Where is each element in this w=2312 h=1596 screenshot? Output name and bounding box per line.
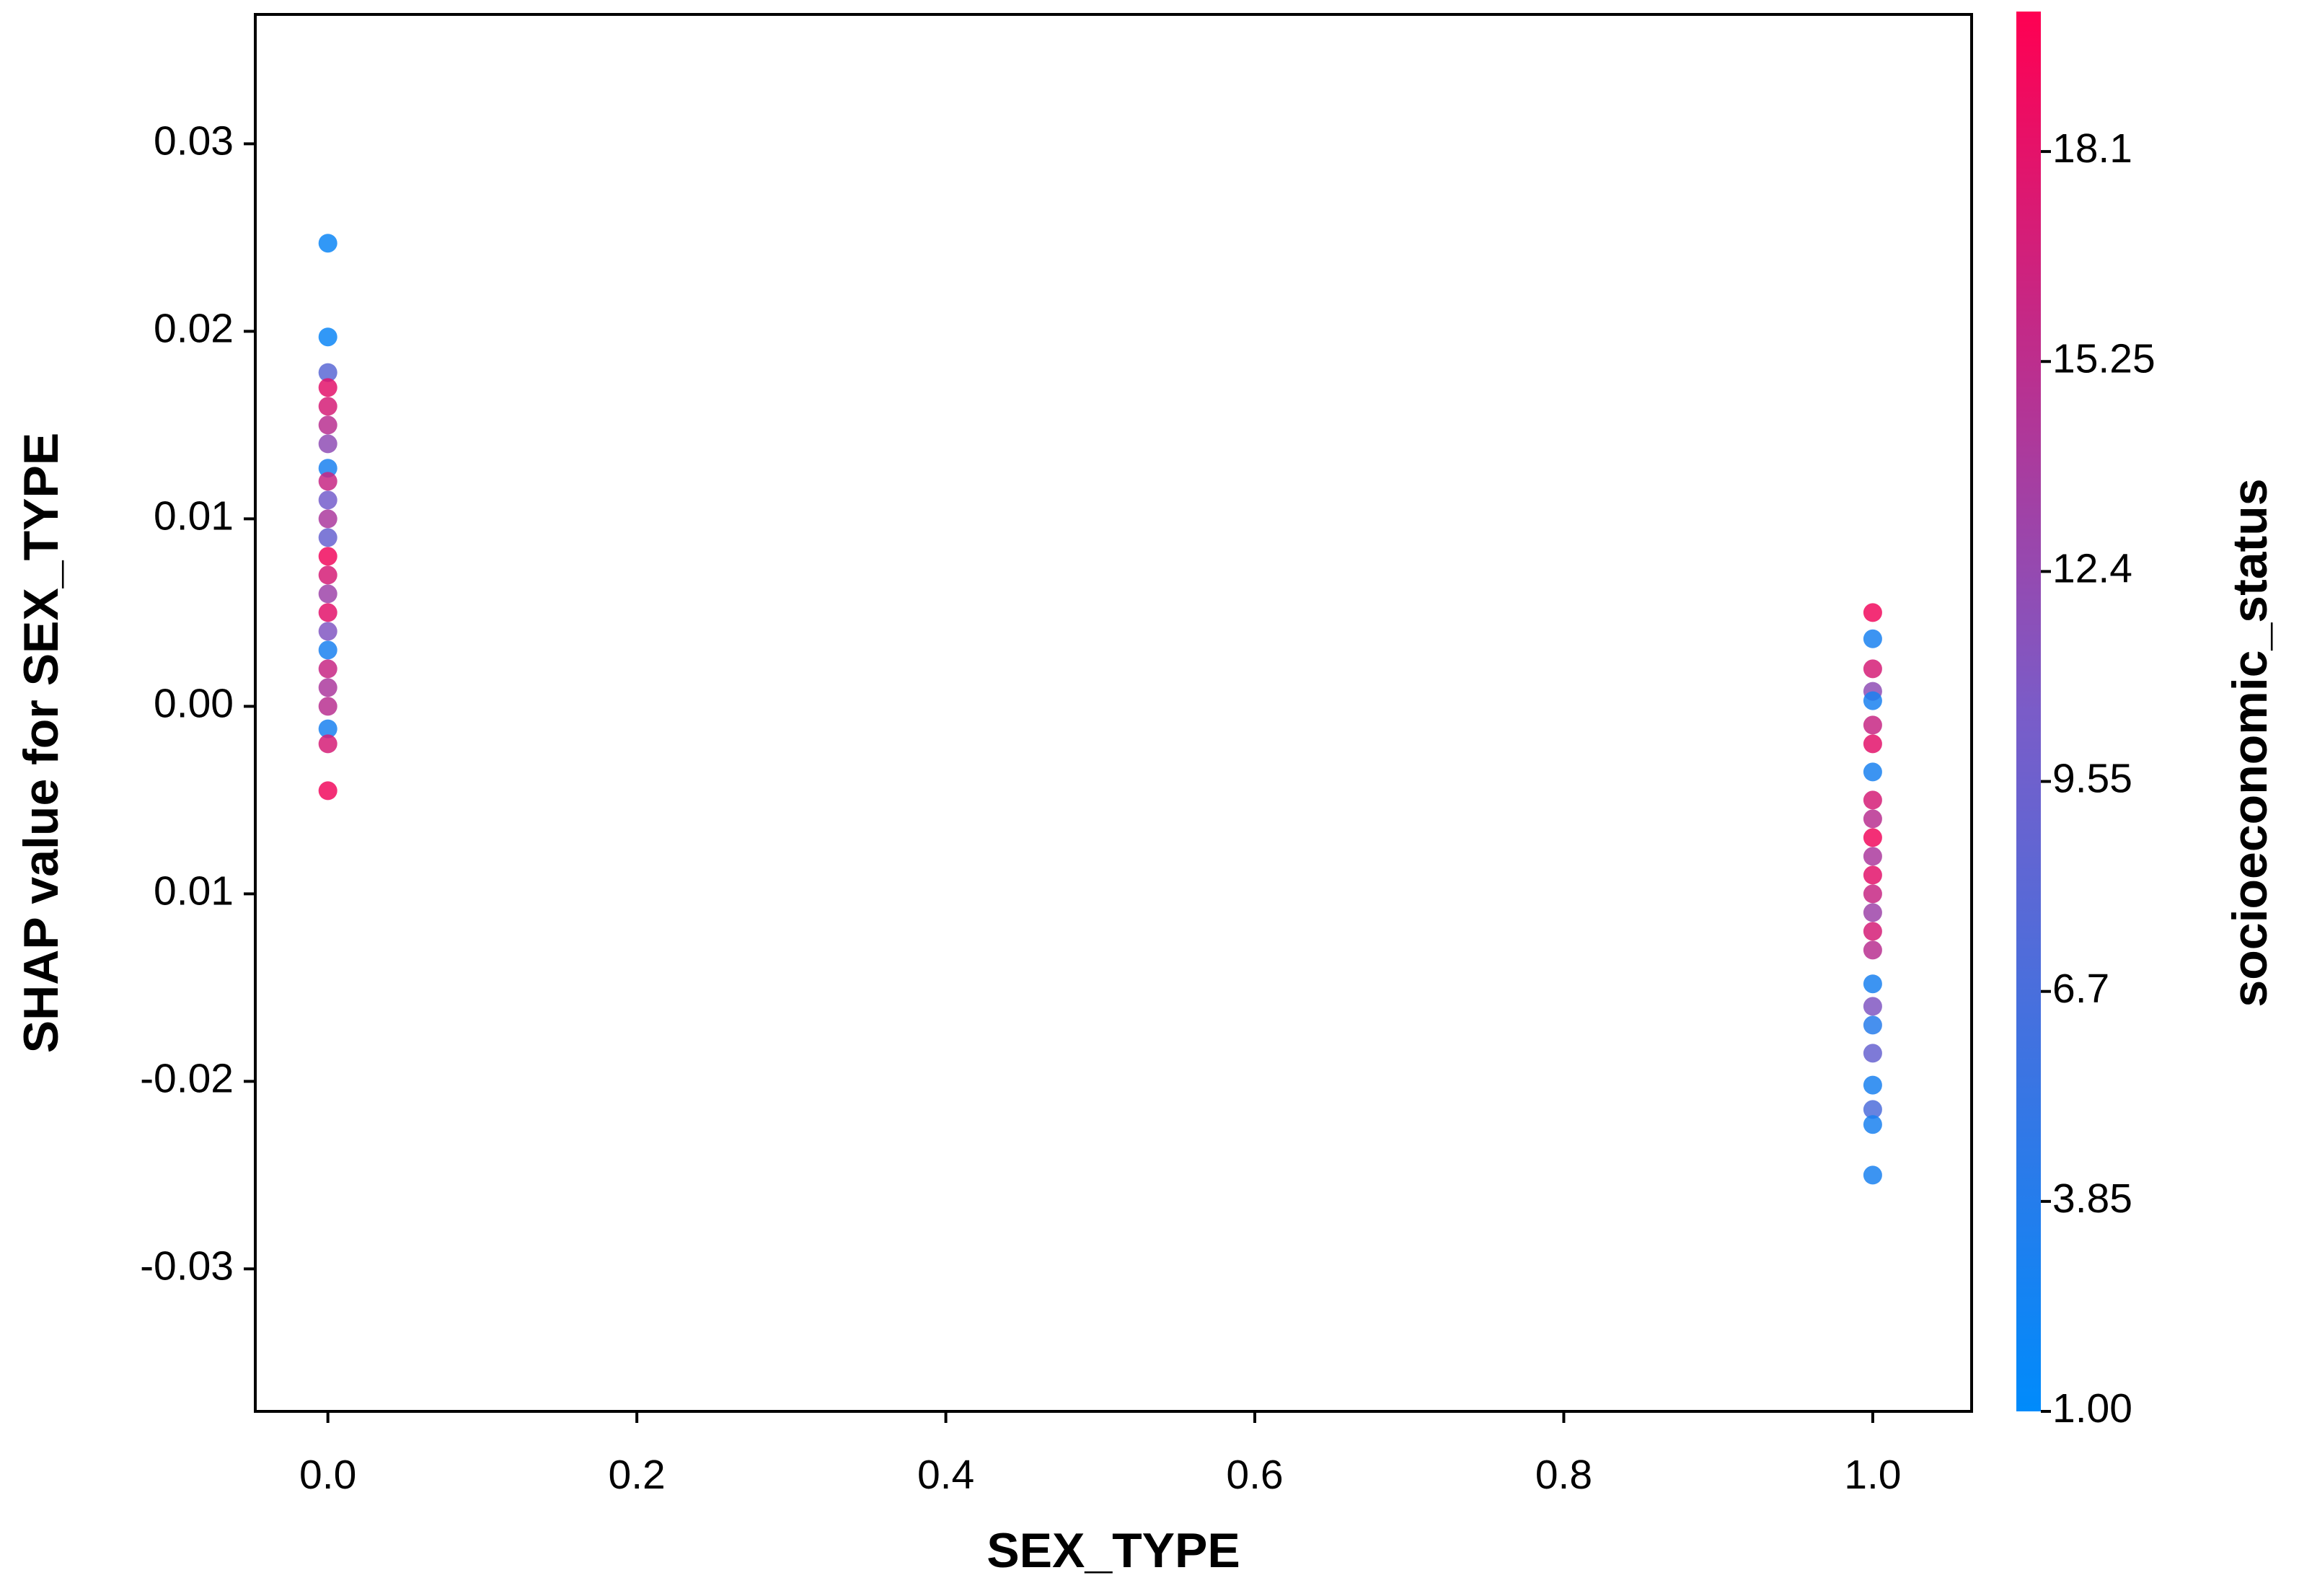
point [1863, 997, 1882, 1016]
point [318, 697, 337, 716]
point [1863, 1165, 1882, 1185]
colorbar-tick-label: 12.4 [2052, 545, 2132, 591]
y-tick-label: 0.01 [154, 493, 234, 539]
point [318, 640, 337, 660]
point [318, 719, 337, 739]
point [318, 415, 337, 435]
point [318, 378, 337, 397]
point [318, 327, 337, 347]
x-tick-label: 0.8 [1535, 1452, 1592, 1498]
x-tick-label: 1.0 [1844, 1452, 1901, 1498]
colorbar-tick-label: 18.1 [2052, 125, 2132, 172]
point [1863, 603, 1882, 622]
x-tick-label: 0.0 [299, 1452, 356, 1498]
y-tick-label: -0.02 [140, 1055, 234, 1101]
colorbar-tick-label: 1.00 [2052, 1385, 2132, 1432]
point [318, 659, 337, 679]
colorbar-tick-label: 9.55 [2052, 756, 2132, 802]
point [318, 603, 337, 622]
point [1863, 847, 1882, 866]
colorbar-tick-label: 15.25 [2052, 335, 2156, 382]
point [318, 622, 337, 641]
point [318, 434, 337, 454]
x-tick-label: 0.2 [609, 1452, 666, 1498]
point [1863, 974, 1882, 994]
y-tick-label: 0.01 [154, 868, 234, 914]
point [1863, 1015, 1882, 1035]
y-axis-title: SHAP value for SEX_TYPE [14, 433, 69, 1053]
point [318, 490, 337, 510]
point [1863, 762, 1882, 782]
colorbar-tick-label: 6.7 [2052, 966, 2109, 1012]
point [1863, 659, 1882, 679]
point [1863, 691, 1882, 710]
point [318, 528, 337, 547]
point [1863, 865, 1882, 885]
point [318, 565, 337, 585]
y-tick-label: 0.03 [154, 118, 234, 164]
point [1863, 715, 1882, 735]
point [318, 459, 337, 478]
colorbar-tick-label: 3.85 [2052, 1176, 2132, 1222]
point [1863, 1100, 1882, 1119]
point [318, 509, 337, 529]
point [1863, 629, 1882, 648]
x-axis-title: SEX_TYPE [987, 1523, 1240, 1578]
point [318, 397, 337, 416]
point [1863, 1115, 1882, 1134]
point [1863, 922, 1882, 941]
plot-frame [254, 13, 1973, 1413]
point [1863, 809, 1882, 829]
point [1863, 903, 1882, 922]
x-tick-label: 0.4 [917, 1452, 974, 1498]
point [318, 678, 337, 697]
colorbar [2016, 12, 2041, 1411]
point [318, 781, 337, 801]
x-tick-label: 0.6 [1226, 1452, 1283, 1498]
point [318, 584, 337, 604]
colorbar-title: socioeconomic_status [2223, 478, 2277, 1007]
point [1863, 1075, 1882, 1095]
point [1863, 1044, 1882, 1063]
y-tick-label: -0.03 [140, 1243, 234, 1289]
point [318, 734, 337, 754]
point [1863, 884, 1882, 904]
point [318, 472, 337, 491]
y-tick-label: 0.02 [154, 305, 234, 351]
point [1863, 940, 1882, 960]
point [1863, 828, 1882, 847]
point [1863, 734, 1882, 754]
point [1863, 790, 1882, 810]
point [318, 363, 337, 382]
point [318, 234, 337, 253]
y-tick-label: 0.00 [154, 680, 234, 726]
point [318, 547, 337, 566]
